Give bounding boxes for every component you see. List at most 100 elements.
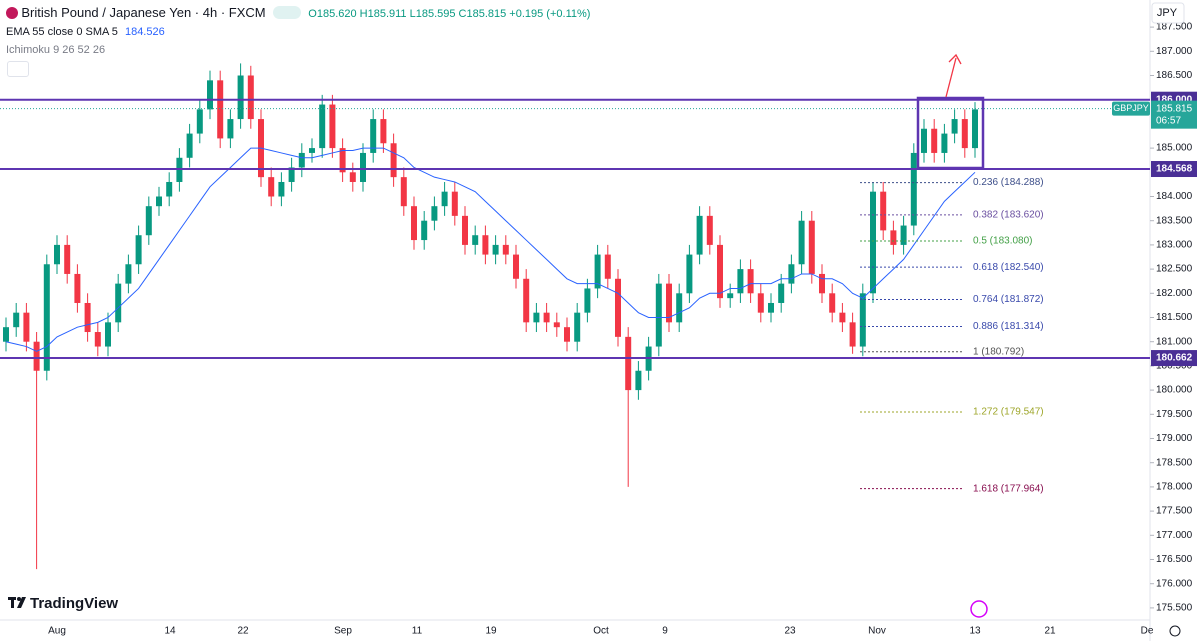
candle-body: [594, 254, 601, 289]
price-tag: [1151, 100, 1197, 129]
currency[interactable]: JPY: [1157, 7, 1178, 19]
countdown: 06:57: [1156, 115, 1181, 126]
y-tick-label: 179.000: [1156, 433, 1193, 444]
currency-button[interactable]: [1151, 2, 1185, 24]
candle-body: [462, 215, 468, 245]
symbol-tag: [1112, 101, 1150, 116]
candle-body: [3, 327, 9, 342]
candle-body: [727, 293, 734, 299]
candle-body: [492, 244, 499, 255]
candle-body: [411, 206, 417, 241]
y-tick-label: 182.000: [1156, 288, 1193, 299]
candle-body: [686, 254, 693, 294]
candle-body: [768, 302, 774, 313]
candle-body: [961, 119, 968, 149]
x-tick-label: 13: [969, 626, 981, 637]
fib-label: 0.382 (183.620): [973, 210, 1044, 221]
range-box: [916, 96, 985, 170]
candle-body: [339, 148, 346, 173]
candle-body: [309, 148, 315, 153]
candle-body: [145, 206, 152, 236]
ichimoku-legend[interactable]: Ichimoku 9 26 52 26: [6, 44, 105, 56]
fib-label: 1.272 (179.547): [973, 407, 1044, 418]
candle-body: [135, 235, 142, 265]
settings-icon[interactable]: [1169, 625, 1181, 637]
candle-body: [105, 322, 111, 347]
candle-body: [421, 220, 428, 241]
candle-body: [778, 283, 785, 303]
candle-body: [84, 302, 91, 333]
y-tick-label: 176.500: [1156, 554, 1193, 565]
fib-label: 0.236 (184.288): [973, 177, 1044, 188]
fib-label: 0.764 (181.872): [973, 294, 1044, 305]
fib-label: 0.5 (183.080): [973, 236, 1033, 247]
candle-body: [288, 167, 295, 182]
candle-body: [513, 254, 519, 279]
candle-body: [737, 269, 744, 294]
candle-body: [788, 264, 795, 284]
y-tick-label: 180.000: [1156, 385, 1193, 396]
candle-body: [584, 288, 591, 313]
fib-label: 1.618 (177.964): [973, 483, 1044, 494]
candle-body: [400, 177, 407, 207]
x-tick-label: Aug: [48, 626, 66, 637]
level-tag: [1151, 161, 1197, 178]
candle-body: [227, 119, 234, 139]
candle-body: [207, 80, 213, 110]
collapse-button[interactable]: [7, 61, 29, 77]
candle-body: [370, 119, 377, 153]
header-row: British Pound / Japanese Yen · 4h · FXCM…: [6, 5, 590, 20]
x-tick-label: Nov: [868, 626, 886, 637]
candle-body: [615, 278, 621, 337]
candle-body: [951, 119, 958, 134]
logo-part: [17, 597, 21, 601]
ema-line: [5, 147, 976, 352]
candle-body: [798, 220, 805, 265]
candle-body: [115, 283, 122, 323]
candle-body: [819, 273, 825, 294]
logo-part: [17, 597, 26, 608]
level-tag-label: 186.000: [1156, 94, 1193, 105]
y-tick-label: 185.000: [1156, 143, 1193, 154]
candle-body: [839, 312, 846, 323]
ema-value: 184.526: [124, 26, 165, 38]
candle-body: [829, 293, 836, 313]
x-tick-label: 14: [164, 626, 176, 637]
candle-body: [910, 152, 917, 226]
y-tick-label: 177.000: [1156, 530, 1193, 541]
candle-body: [543, 312, 550, 323]
alert-icon[interactable]: [970, 600, 988, 618]
x-tick-label: 21: [1044, 626, 1056, 637]
candle-body: [890, 230, 897, 245]
candle-body: [502, 244, 509, 255]
candle-body: [604, 254, 611, 279]
y-tick-label: 179.500: [1156, 409, 1193, 420]
candle-body: [23, 312, 30, 342]
candle-body: [33, 341, 40, 371]
candle-body: [472, 235, 479, 245]
candle-body: [849, 322, 856, 347]
candle-body: [319, 104, 326, 149]
symbol[interactable]: British Pound / Japanese Yen · 4h · FXCM: [21, 5, 266, 20]
candle-body: [533, 312, 540, 323]
fib-label: 1 (180.792): [973, 346, 1024, 357]
candle-body: [900, 225, 907, 245]
y-tick-label: 181.000: [1156, 336, 1193, 347]
y-tick-label: 184.000: [1156, 191, 1193, 202]
candle-body: [329, 104, 336, 149]
candle-body: [553, 322, 560, 328]
x-tick-label: 23: [784, 626, 796, 637]
status-badge: [272, 6, 301, 19]
ema-legend[interactable]: EMA 55 close 0 SMA 5 184.526: [6, 26, 165, 38]
candle-body: [196, 109, 203, 134]
brand-logo: [8, 597, 26, 608]
candle-body: [217, 80, 224, 139]
candle-body: [972, 109, 978, 149]
y-tick-label: 181.500: [1156, 312, 1193, 323]
candle-body: [166, 181, 173, 197]
fib-label: 0.618 (182.540): [973, 262, 1044, 273]
x-tick-label: 9: [662, 626, 668, 637]
candle-body: [696, 215, 703, 255]
